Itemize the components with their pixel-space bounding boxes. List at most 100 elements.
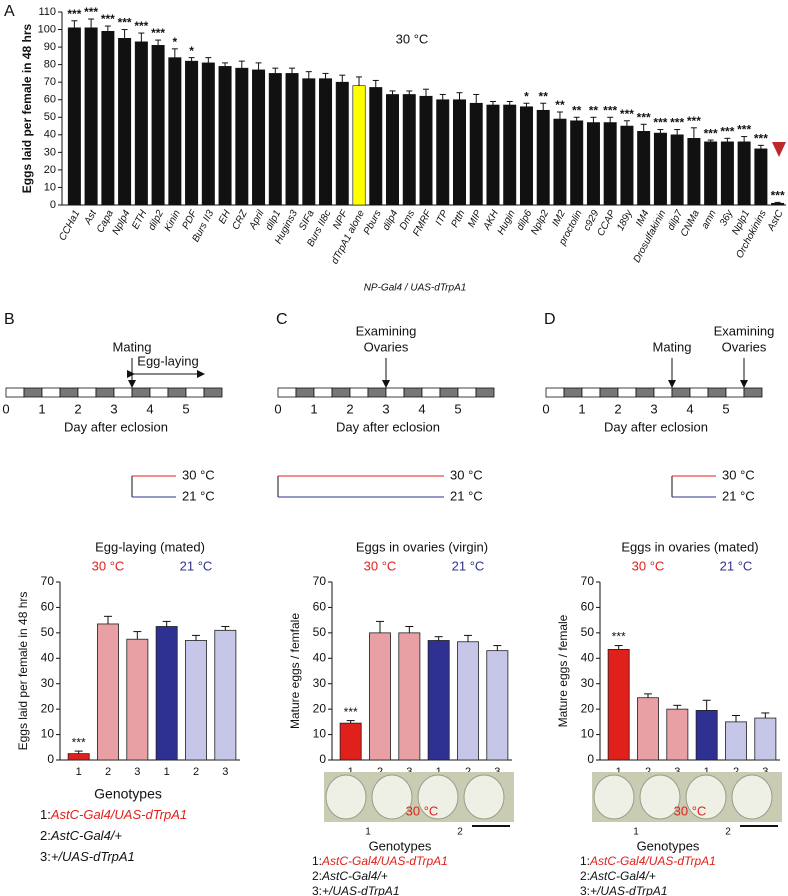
bar <box>771 202 785 206</box>
significance: * <box>189 44 194 58</box>
timeline-cell <box>439 387 459 398</box>
y-tick-label: 0 <box>587 752 594 766</box>
day-label: 2 <box>74 401 81 416</box>
x-tick-label: 2 <box>193 766 199 778</box>
temperature-label: 21 °C <box>182 488 215 503</box>
event-label: Examining <box>356 323 417 338</box>
significance: ** <box>555 98 565 112</box>
day-label: 3 <box>110 401 117 416</box>
day-label: 5 <box>722 401 729 416</box>
annotation: 30 °C <box>396 31 429 46</box>
y-tick-label: 110 <box>38 6 56 18</box>
bar <box>637 697 659 761</box>
y-tick-label: 70 <box>313 574 327 588</box>
x-tick-label: April <box>247 208 267 232</box>
day-axis-label: Day after eclosion <box>64 419 168 434</box>
timeline-cell <box>707 387 727 398</box>
bar <box>704 141 718 206</box>
x-tick-label: 2 <box>105 766 111 778</box>
genotype: 3:+/UAS-dTrpA1 <box>580 884 668 896</box>
temperature-label: 30 °C <box>722 467 755 482</box>
x-tick-label: CCHa1 <box>57 208 82 242</box>
x-tick-label: AstC <box>765 208 786 234</box>
bar <box>725 721 747 761</box>
bar <box>268 73 282 206</box>
x-tick-label: 1 <box>164 766 170 778</box>
day-label: 4 <box>146 401 153 416</box>
x-tick-label: amn <box>700 208 719 231</box>
x-tick-label: 3 <box>222 766 228 778</box>
ovary <box>639 774 681 820</box>
day-label: 1 <box>38 401 45 416</box>
bar <box>67 27 81 206</box>
timeline-cell <box>689 387 709 398</box>
y-tick-label: 60 <box>313 600 327 614</box>
timeline-cell <box>725 387 745 398</box>
y-axis-label: Mature eggs / female <box>556 614 570 727</box>
significance: *** <box>754 132 768 146</box>
bar <box>302 78 316 206</box>
bar <box>503 104 517 206</box>
genotype-name: AstC-Gal4/UAS-dTrpA1 <box>589 854 716 868</box>
bar <box>151 45 165 206</box>
day-label: 4 <box>418 401 425 416</box>
significance: *** <box>612 630 626 644</box>
photo-label: 30 °C <box>406 803 439 818</box>
bar <box>118 38 132 206</box>
highlight-arrow <box>772 142 786 157</box>
y-tick-label: 50 <box>41 625 55 639</box>
y-tick-label: 30 <box>313 676 327 690</box>
panel-label: A <box>4 3 15 20</box>
genotype: 2:AstC-Gal4/+ <box>40 828 122 843</box>
ovary <box>371 774 413 820</box>
timeline-cell <box>41 387 61 398</box>
y-tick-label: 40 <box>313 650 327 664</box>
bar <box>553 118 567 206</box>
bar <box>168 57 182 206</box>
ovary <box>417 774 459 820</box>
bar <box>155 626 178 761</box>
panel-label: D <box>544 311 556 328</box>
timeline-cell <box>185 387 205 398</box>
bar <box>352 85 366 206</box>
y-tick-label: 30 <box>581 676 595 690</box>
genotypes-title: Genotypes <box>637 838 700 853</box>
y-axis-label: Mature eggs / femfale <box>288 613 302 729</box>
bar <box>339 722 362 761</box>
x-tick-label: 3 <box>674 766 680 778</box>
genotype-number: 3: <box>40 849 51 864</box>
significance: *** <box>134 19 148 33</box>
significance: *** <box>737 123 751 137</box>
bar <box>369 632 391 761</box>
genotype: 1:AstC-Gal4/UAS-dTrpA1 <box>312 854 448 868</box>
significance: *** <box>603 103 617 117</box>
x-tick-label: CRZ <box>230 208 250 232</box>
significance: *** <box>151 26 165 40</box>
bar <box>335 81 349 206</box>
x-tick-label: 3 <box>406 766 412 778</box>
ovary <box>325 774 367 820</box>
bar <box>419 95 433 206</box>
y-tick-label: 40 <box>581 650 595 664</box>
timeline-cell <box>149 387 169 398</box>
genotype: 2:AstC-Gal4/+ <box>580 869 656 883</box>
genotype-name: AstC-Gal4/+ <box>50 828 123 843</box>
bar <box>486 650 509 761</box>
day-label: 3 <box>650 401 657 416</box>
significance: *** <box>620 107 634 121</box>
timeline-cell <box>23 387 43 398</box>
panel-label: C <box>276 311 288 328</box>
bar <box>126 638 149 761</box>
bar <box>218 66 232 206</box>
y-tick-label: 30 <box>41 676 55 690</box>
genotypes-title: Genotypes <box>369 838 432 853</box>
bar <box>134 41 148 206</box>
timeline-cell <box>277 387 297 398</box>
day-label: 4 <box>686 401 693 416</box>
timeline-cell <box>599 387 619 398</box>
y-tick-label: 60 <box>581 600 595 614</box>
genotype: 2:AstC-Gal4/+ <box>312 869 388 883</box>
event-label: Mating <box>652 339 691 354</box>
bar <box>67 753 90 761</box>
genotype-number: 3: <box>312 884 322 896</box>
